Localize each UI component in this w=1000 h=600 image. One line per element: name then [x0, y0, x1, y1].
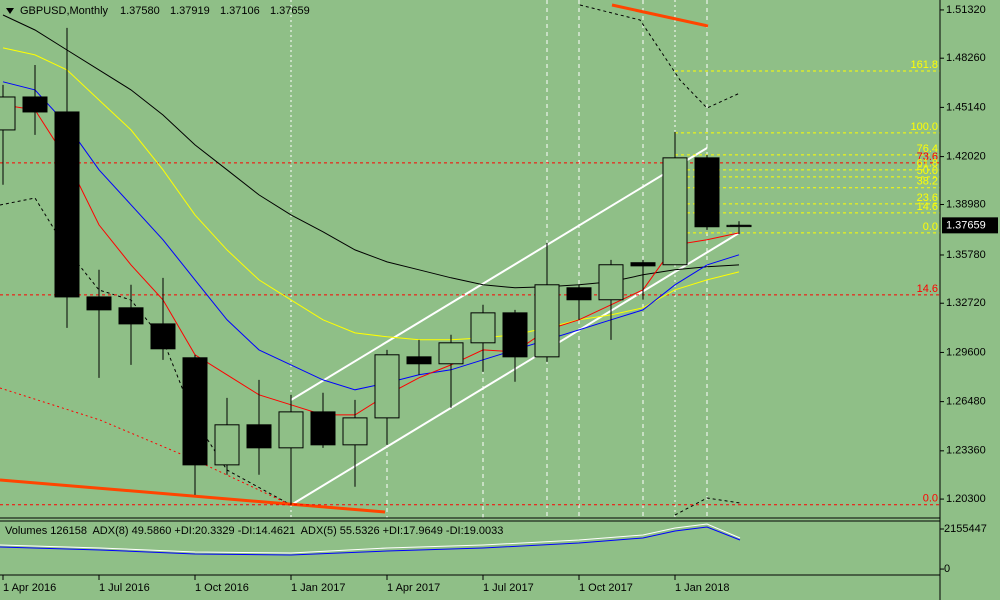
channel-line [290, 147, 708, 401]
indicator-text: Volumes 126158 ADX(8) 49.5860 +DI:20.332… [5, 525, 503, 537]
fib-label: 38.2 [917, 176, 938, 188]
fib-label: 0.0 [923, 221, 938, 233]
volume-tick-label: 0 [944, 563, 950, 575]
candle-body [598, 264, 624, 301]
current-price-box [942, 217, 998, 234]
envelope [674, 497, 741, 516]
fib-label: 100.0 [910, 121, 938, 133]
candle-body [342, 417, 368, 446]
candle-body [534, 284, 560, 358]
ohlc: 1.37580 [120, 5, 160, 17]
candle-body [310, 411, 336, 446]
candle-body [22, 96, 48, 113]
fib-label: 61.8 [917, 158, 938, 170]
y-tick-label: 1.48260 [946, 52, 986, 64]
adx-line [0, 523, 741, 554]
ohlc: 1.37919 [170, 5, 210, 17]
y-tick-label: 1.23360 [946, 445, 986, 457]
candle-body [118, 307, 144, 325]
ma-line [2, 104, 740, 416]
fib-label: 50.0 [917, 165, 938, 177]
fib-label: 76.4 [917, 143, 938, 155]
candle-body [438, 342, 464, 365]
x-tick-label: 1 Jul 2016 [99, 582, 150, 594]
y-tick-label: 1.20300 [946, 493, 986, 505]
y-tick-label: 1.42020 [946, 150, 986, 162]
y-tick-label: 1.26480 [946, 396, 986, 408]
fib-label: 14.6 [917, 201, 938, 213]
fib-label: 73.6 [917, 151, 938, 163]
y-tick-label: 1.32720 [946, 297, 986, 309]
volume-tick-label: 2155447 [944, 523, 987, 535]
y-tick-label: 1.35780 [946, 249, 986, 261]
x-tick-label: 1 Apr 2016 [3, 582, 56, 594]
trend-line [0, 478, 386, 514]
ma-line [2, 81, 740, 391]
candle-body [86, 296, 112, 311]
trend-line [611, 3, 709, 28]
candles [0, 27, 752, 505]
candle-body [694, 157, 720, 228]
candle-body [630, 262, 656, 267]
ohlc: 1.37106 [220, 5, 260, 17]
indicator-lines [0, 523, 741, 556]
y-tick-label: 1.29600 [946, 346, 986, 358]
candle-body [182, 357, 208, 466]
candle-body [406, 356, 432, 365]
fib-label: 23.6 [917, 192, 938, 204]
candle-body [278, 411, 304, 449]
x-tick-label: 1 Jan 2017 [291, 582, 345, 594]
candle-body [54, 111, 80, 298]
candle-body [502, 312, 528, 358]
candle-body [214, 424, 240, 466]
candle-body [662, 157, 688, 266]
collapse-icon [6, 8, 14, 14]
symbol: GBPUSD,Monthly [20, 5, 109, 17]
fib-label: 161.8 [910, 59, 938, 71]
candle-body [246, 424, 272, 449]
x-tick-label: 1 Jul 2017 [483, 582, 534, 594]
x-tick-label: 1 Oct 2016 [195, 582, 249, 594]
x-tick-label: 1 Apr 2017 [387, 582, 440, 594]
candle-body [150, 323, 176, 350]
y-tick-label: 1.51320 [946, 4, 986, 16]
candle-body [566, 287, 592, 301]
current-price-label: 1.37659 [946, 219, 986, 231]
y-tick-label: 1.38980 [946, 198, 986, 210]
adx-line [0, 526, 741, 556]
x-tick-label: 1 Oct 2017 [579, 582, 633, 594]
x-tick-label: 1 Jan 2018 [675, 582, 729, 594]
envelope [0, 387, 292, 506]
candle-body [0, 96, 16, 131]
ma-line [2, 47, 740, 341]
ohlc: 1.37659 [270, 5, 310, 17]
envelope [579, 4, 741, 109]
fib-label: 0.0 [923, 493, 938, 505]
candle-body [470, 312, 496, 344]
fib-label: 14.6 [917, 283, 938, 295]
candle-body [374, 354, 400, 419]
y-tick-label: 1.45140 [946, 101, 986, 113]
